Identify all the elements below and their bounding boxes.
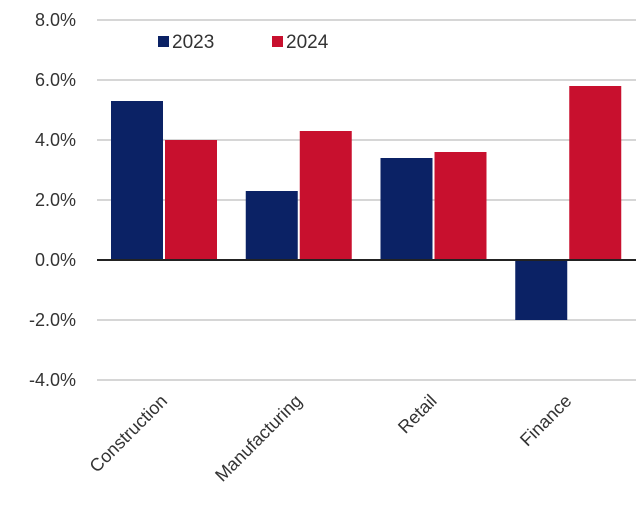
y-tick-label: 2.0% bbox=[35, 190, 76, 210]
y-tick-label: 0.0% bbox=[35, 250, 76, 270]
bars bbox=[111, 86, 622, 320]
legend: 2023 2024 bbox=[158, 32, 329, 53]
legend-swatch-2023 bbox=[158, 36, 169, 47]
x-tick-label-finance: Finance bbox=[516, 391, 575, 450]
y-tick-label: 6.0% bbox=[35, 70, 76, 90]
legend-label-2023: 2023 bbox=[172, 32, 214, 53]
bar-construction-2023 bbox=[111, 101, 163, 260]
legend-swatch-2024 bbox=[272, 36, 283, 47]
y-axis-tick-labels: -4.0% -2.0% 0.0% 2.0% 4.0% 6.0% 8.0% bbox=[29, 10, 76, 390]
bar-finance-2023 bbox=[515, 260, 568, 320]
y-tick-label: 8.0% bbox=[35, 10, 76, 30]
x-axis-category-labels: Construction Manufacturing Retail Finance bbox=[86, 391, 576, 486]
x-tick-label-construction: Construction bbox=[86, 391, 172, 477]
bar-retail-2024 bbox=[434, 152, 487, 260]
y-tick-label: 4.0% bbox=[35, 130, 76, 150]
x-tick-label-retail: Retail bbox=[394, 391, 441, 438]
x-tick-label-manufacturing: Manufacturing bbox=[211, 391, 306, 486]
bar-construction-2024 bbox=[165, 140, 217, 260]
bar-manufacturing-2023 bbox=[245, 191, 298, 260]
y-tick-label: -2.0% bbox=[29, 310, 76, 330]
bar-manufacturing-2024 bbox=[299, 131, 352, 260]
legend-label-2024: 2024 bbox=[286, 32, 329, 53]
y-tick-label: -4.0% bbox=[29, 370, 76, 390]
bar-retail-2023 bbox=[380, 158, 433, 260]
bar-finance-2024 bbox=[569, 86, 622, 260]
